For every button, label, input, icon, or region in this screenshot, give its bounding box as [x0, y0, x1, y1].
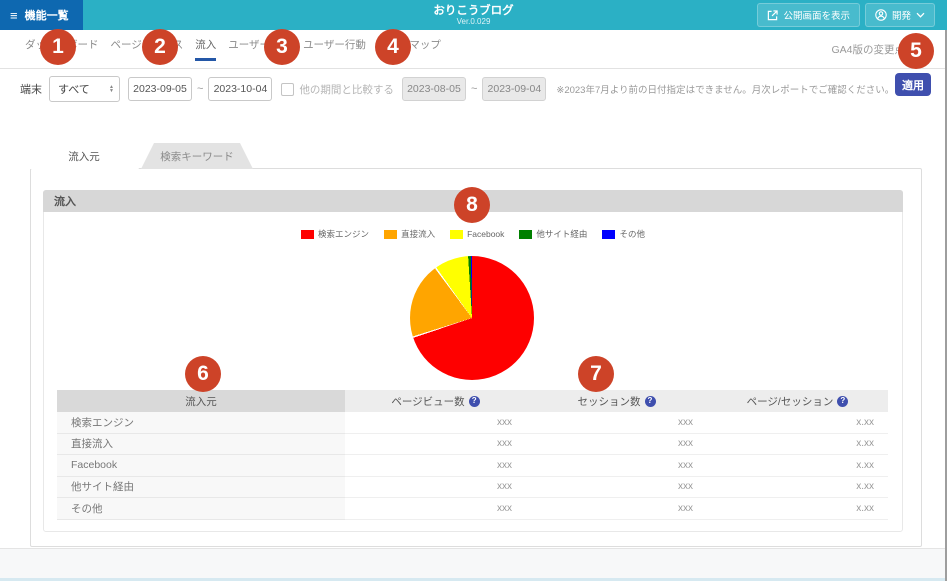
- date-range-separator: ~: [197, 83, 204, 95]
- legend-item: 他サイト経由: [519, 228, 587, 240]
- annotation-circle-4: 4: [375, 29, 411, 65]
- date-from-input[interactable]: [128, 77, 192, 101]
- help-icon[interactable]: ?: [644, 395, 656, 407]
- open-public-view-button[interactable]: 公開画面を表示: [757, 3, 860, 27]
- legend-item: 検索エンジン: [301, 228, 369, 240]
- compare-to-input[interactable]: [482, 77, 547, 101]
- annotation-circle-7: 7: [578, 356, 614, 392]
- col-header-sessions: セッション数 ?: [526, 390, 707, 412]
- col-header-pages-per-session: ページ/セッション ?: [707, 390, 888, 412]
- compare-checkbox[interactable]: [281, 82, 295, 96]
- device-label: 端末: [20, 84, 42, 96]
- table-row: 他サイト経由 xxx xxx x.xx: [57, 476, 888, 498]
- col-header-pageviews: ページビュー数 ?: [345, 390, 526, 412]
- legend-item: Facebook: [450, 228, 504, 240]
- pie-legend: 検索エンジン 直接流入 Facebook 他サイト経由 その他: [43, 228, 903, 240]
- device-select[interactable]: すべて ▲ ▼: [49, 76, 120, 102]
- top-bar: ≡ 機能一覧 おりこうブログ Ver.0.029 公開画面を表示 開発: [0, 0, 947, 30]
- apply-button[interactable]: 適用: [895, 73, 931, 96]
- compare-checkbox-label: 他の期間と比較する: [299, 83, 394, 96]
- help-icon[interactable]: ?: [837, 395, 849, 407]
- select-arrows-icon: ▲ ▼: [109, 83, 114, 94]
- legend-item: その他: [602, 228, 645, 240]
- table-row: 直接流入 xxx xxx x.xx: [57, 433, 888, 455]
- function-list-menu-button[interactable]: ≡ 機能一覧: [0, 0, 83, 30]
- app-title: おりこうブログ: [433, 4, 514, 17]
- account-menu-button[interactable]: 開発: [864, 3, 935, 27]
- legend-swatch-direct: [384, 229, 398, 239]
- legend-swatch-others: [602, 229, 616, 239]
- date-to-input[interactable]: [208, 77, 273, 101]
- pie-chart: [410, 256, 534, 380]
- nav-tab-user-behavior[interactable]: ユーザー行動: [303, 39, 366, 51]
- window-right-edge: [945, 30, 947, 581]
- device-select-value: すべて: [58, 84, 90, 96]
- legend-swatch-other-sites: [519, 229, 533, 239]
- annotation-circle-8: 8: [454, 187, 490, 223]
- legend-item: 直接流入: [384, 228, 435, 240]
- chevron-down-icon: [916, 12, 925, 18]
- annotation-circle-5: 5: [898, 33, 934, 69]
- compare-range-separator: ~: [470, 83, 478, 95]
- table-row: その他 xxx xxx x.xx: [57, 498, 888, 520]
- help-icon[interactable]: ?: [468, 395, 480, 407]
- table-row: Facebook xxx xxx x.xx: [57, 455, 888, 477]
- annotation-circle-6: 6: [185, 356, 221, 392]
- compare-period-toggle[interactable]: 他の期間と比較する: [281, 82, 394, 97]
- col-header-source: 流入元: [57, 390, 345, 412]
- annotation-circle-1: 1: [40, 29, 76, 65]
- legend-swatch-search-engine: [301, 229, 315, 239]
- filter-bar: 端末 すべて ▲▼ ~ 他の期間と比較する ~ ※2023年7月より前の日付指定…: [0, 68, 947, 110]
- function-list-label: 機能一覧: [24, 10, 69, 22]
- date-restriction-note: ※2023年7月より前の日付指定はできません。月次レポートでご確認ください。: [556, 85, 895, 96]
- annotation-circle-3: 3: [264, 29, 300, 65]
- user-icon: [875, 9, 887, 21]
- external-edit-icon: [768, 9, 779, 20]
- legend-swatch-facebook: [450, 229, 464, 239]
- ga4-changes-link[interactable]: GA4版の変更点: [831, 44, 905, 56]
- inflow-section-title: 流入: [54, 196, 76, 208]
- bottom-edge-strip: [0, 578, 947, 581]
- account-name: 開発: [891, 11, 911, 22]
- compare-from-input[interactable]: [401, 77, 466, 101]
- annotation-circle-2: 2: [142, 29, 178, 65]
- tab-inflow-source[interactable]: 流入元: [29, 143, 139, 169]
- tab-search-keywords[interactable]: 検索キーワード: [141, 143, 253, 169]
- hamburger-icon: ≡: [10, 7, 18, 23]
- table-header-row: 流入元 ページビュー数 ? セッション数 ? ページ/セッション ?: [57, 390, 888, 412]
- app-version: Ver.0.029: [456, 16, 491, 26]
- nav-tab-inflow[interactable]: 流入: [195, 36, 217, 61]
- page-footer: [0, 548, 947, 581]
- inflow-table: 流入元 ページビュー数 ? セッション数 ? ページ/セッション ? 検索エンジ…: [57, 390, 888, 520]
- table-row: 検索エンジン xxx xxx x.xx: [57, 412, 888, 434]
